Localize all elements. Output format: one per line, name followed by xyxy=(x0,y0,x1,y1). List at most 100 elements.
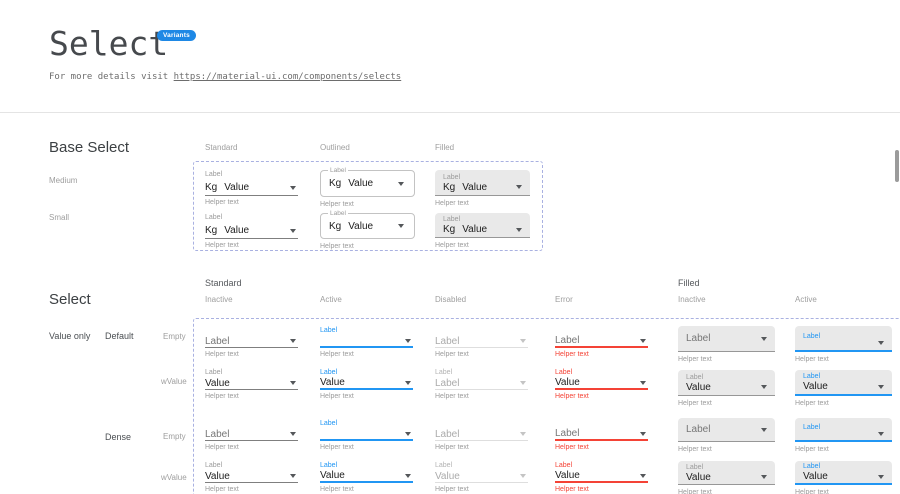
base-select-filled-medium: Label Kg Value Helper text xyxy=(435,170,530,207)
helper-text: Helper text xyxy=(435,242,469,249)
select-dense-standard-error-empty: Label Helper text xyxy=(555,419,648,451)
select-standard-error-empty: Label Helper text xyxy=(555,326,648,358)
select-control[interactable]: Label xyxy=(795,326,892,352)
select-control[interactable]: Label xyxy=(555,335,648,348)
select-control[interactable]: Label Value xyxy=(678,461,775,485)
dropdown-arrow-icon xyxy=(878,340,884,345)
subtitle-text: For more details visit xyxy=(49,72,169,82)
select-standard-disabled-empty: Label Helper text xyxy=(435,326,528,358)
select-standard-inactive-empty: Label Helper text xyxy=(205,326,298,358)
row-group-value-only: Value only xyxy=(49,331,91,341)
select-control[interactable]: Value xyxy=(205,470,298,483)
select-control[interactable]: Label xyxy=(555,428,648,441)
column-header-outlined: Outlined xyxy=(320,143,350,152)
row-header-wvalue: wValue xyxy=(161,473,187,482)
select-control[interactable]: Label xyxy=(795,418,892,442)
helper-text: Helper text xyxy=(795,400,829,407)
select-control[interactable]: Kg Value xyxy=(205,223,298,239)
select-label-slot xyxy=(205,419,298,428)
column-header-disabled: Disabled xyxy=(435,295,467,304)
select-value: Kg Value xyxy=(205,225,250,236)
select-label: Label xyxy=(555,462,573,469)
select-control[interactable]: Value xyxy=(555,470,648,483)
select-control[interactable]: Label Kg Value xyxy=(435,170,530,196)
select-filled-active-empty: Label Helper text xyxy=(795,326,892,363)
select-control[interactable]: Label xyxy=(435,377,528,390)
select-label: Label xyxy=(205,462,223,469)
group-header-filled: Filled xyxy=(678,278,700,288)
column-header-inactive: Inactive xyxy=(205,295,233,304)
select-control[interactable]: Label xyxy=(678,418,775,442)
base-select-standard-small: Label Kg Value Helper text xyxy=(205,212,298,249)
select-value: Value xyxy=(686,471,711,483)
select-placeholder: Label xyxy=(686,333,711,344)
select-control[interactable]: Label Kg Value xyxy=(320,166,415,197)
helper-text: Helper text xyxy=(435,393,469,400)
dropdown-arrow-icon xyxy=(878,474,884,479)
select-control[interactable]: Label xyxy=(435,335,528,348)
select-placeholder: Label xyxy=(205,428,230,440)
select-label: Label xyxy=(803,332,821,340)
helper-text: Helper text xyxy=(678,356,712,363)
select-dense-standard-error-wvalue: Label Value Helper text xyxy=(555,461,648,493)
select-value: Kg Value xyxy=(329,220,374,232)
row-header-medium: Medium xyxy=(49,176,78,185)
select-control[interactable]: Value xyxy=(555,377,648,390)
helper-text: Helper text xyxy=(678,489,712,494)
column-header-active: Active xyxy=(320,295,342,304)
helper-text: Helper text xyxy=(205,199,239,206)
select-placeholder: Label xyxy=(435,428,460,440)
select-dense-filled-active-empty: Label Helper text xyxy=(795,418,892,453)
select-control[interactable]: Value xyxy=(435,470,528,483)
selects-docs-link[interactable]: https://material-ui.com/components/selec… xyxy=(173,72,402,82)
select-placeholder: Label xyxy=(205,335,230,347)
select-control[interactable]: Label Value xyxy=(795,461,892,485)
select-control[interactable]: Label Kg Value xyxy=(320,209,415,239)
select-heading: Select xyxy=(49,291,91,308)
select-dense-standard-active-wvalue: Label Value Helper text xyxy=(320,461,413,493)
select-control[interactable]: Label xyxy=(205,335,298,348)
select-dense-standard-disabled-wvalue: Label Value Helper text xyxy=(435,461,528,493)
helper-text: Helper text xyxy=(795,356,829,363)
select-value: Kg Value xyxy=(205,182,250,193)
dropdown-arrow-icon xyxy=(290,474,296,478)
dropdown-arrow-icon xyxy=(878,384,884,389)
select-control[interactable]: Label Value xyxy=(678,370,775,396)
select-value: Value xyxy=(803,471,828,482)
base-select-example-frame xyxy=(193,161,543,251)
row-set-dense: Dense xyxy=(105,432,132,442)
helper-text: Helper text xyxy=(205,486,239,493)
helper-text: Helper text xyxy=(555,486,589,493)
select-control[interactable]: Value xyxy=(205,377,298,390)
select-control[interactable]: Value xyxy=(320,377,413,390)
select-standard-error-wvalue: Label Value Helper text xyxy=(555,368,648,400)
divider xyxy=(0,112,900,113)
base-select-standard-medium: Label Kg Value Helper text xyxy=(205,169,298,206)
select-control[interactable]: Value xyxy=(320,470,413,483)
select-control[interactable]: Label xyxy=(435,428,528,441)
select-label-slot xyxy=(435,326,528,335)
select-control[interactable] xyxy=(320,335,413,348)
select-value: Kg Value xyxy=(443,181,488,193)
base-select-outlined-medium: Label Kg Value Helper text xyxy=(320,166,415,208)
select-control[interactable]: Label Kg Value xyxy=(435,213,530,238)
dropdown-arrow-icon xyxy=(640,431,646,436)
group-header-standard: Standard xyxy=(205,278,242,288)
select-control[interactable]: Label Value xyxy=(795,370,892,396)
select-control[interactable]: Label xyxy=(678,326,775,352)
select-placeholder: Label xyxy=(555,428,580,439)
vertical-scrollbar-thumb[interactable] xyxy=(895,150,899,182)
select-standard-disabled-wvalue: Label Label Helper text xyxy=(435,368,528,400)
dropdown-arrow-icon xyxy=(520,432,526,436)
dropdown-arrow-icon xyxy=(878,431,884,436)
select-control[interactable]: Kg Value xyxy=(205,180,298,196)
helper-text: Helper text xyxy=(320,351,354,358)
dropdown-arrow-icon xyxy=(516,227,522,232)
column-header-error: Error xyxy=(555,295,573,304)
helper-text: Helper text xyxy=(205,351,239,358)
select-label: Label xyxy=(205,369,223,376)
select-control[interactable]: Label xyxy=(205,428,298,441)
dropdown-arrow-icon xyxy=(398,224,404,228)
variants-badge: Variants xyxy=(157,30,196,41)
select-control[interactable] xyxy=(320,428,413,441)
